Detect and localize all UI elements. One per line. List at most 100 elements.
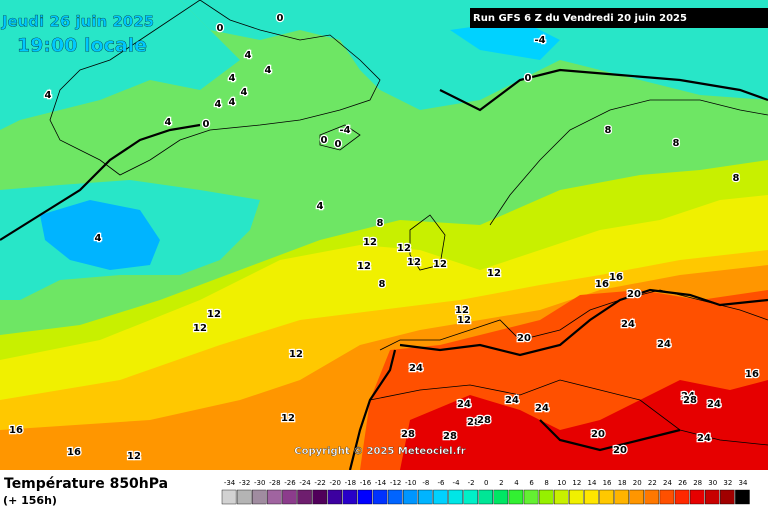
legend-swatch <box>493 489 509 505</box>
legend-label: 10 <box>557 479 566 487</box>
legend-swatch <box>327 489 343 505</box>
contour-label: 12 <box>281 413 295 424</box>
legend-label: 16 <box>603 479 612 487</box>
legend-swatch <box>403 489 418 505</box>
legend-label: -20 <box>330 479 341 487</box>
contour-label: 12 <box>397 243 411 254</box>
coastlines <box>49 0 768 446</box>
contour-label: 0 <box>277 13 284 24</box>
legend-swatch <box>644 489 660 505</box>
contour-label: 8 <box>605 125 612 136</box>
legend-swatch <box>554 489 569 505</box>
legend-swatch <box>705 489 720 505</box>
legend-label: 28 <box>693 479 702 487</box>
legend-label: -22 <box>314 479 325 487</box>
contour-label: 12 <box>363 237 377 248</box>
copyright: Copyright © 2025 Meteociel.fr <box>294 446 465 457</box>
legend-swatch <box>629 489 645 505</box>
contour-label: 12 <box>457 315 471 326</box>
legend-swatch <box>251 489 267 505</box>
contour-label: 24 <box>657 339 671 350</box>
legend-swatch <box>448 489 463 505</box>
contour-label: 20 <box>591 429 605 440</box>
run-label: Run GFS 6 Z du Vendredi 20 juin 2025 <box>473 13 687 24</box>
contour-label: 0 <box>203 119 210 130</box>
contour-label: 20 <box>627 289 641 300</box>
contour-label: 16 <box>609 272 623 283</box>
legend-label: -30 <box>254 479 265 487</box>
legend-swatch <box>720 489 735 505</box>
legend: -34 -32 -30 -28 -26 -24 -22 -20 -18 -16 -14 -12 -10-… <box>221 479 750 505</box>
legend-label: -6 <box>437 479 445 487</box>
legend-label: 20 <box>633 479 642 487</box>
contour-label: 0 <box>321 135 328 146</box>
legend-swatch <box>478 489 494 505</box>
legend-swatch <box>418 489 433 505</box>
legend-label: -10 <box>405 479 416 487</box>
contour-label: 28 <box>477 415 491 426</box>
legend-swatch <box>267 489 282 505</box>
legend-swatch <box>599 489 614 505</box>
legend-label: 22 <box>648 479 657 487</box>
legend-label: 34 <box>738 479 747 487</box>
legend-label: 8 <box>544 479 548 487</box>
legend-label: 30 <box>708 479 717 487</box>
legend-label: -12 <box>390 479 401 487</box>
contour-label: 4 <box>45 90 52 101</box>
contour-label: 4 <box>215 99 222 110</box>
legend-label: 32 <box>723 479 732 487</box>
contour-label: 12 <box>487 268 501 279</box>
footer-title: Température 850hPa <box>4 476 168 492</box>
legend-label: -18 <box>345 479 356 487</box>
contour-label: 24 <box>707 399 721 410</box>
legend-label: -32 <box>239 479 250 487</box>
footer-lead: (+ 156h) <box>3 494 57 507</box>
legend-label: -24 <box>299 479 311 487</box>
legend-label: 0 <box>484 479 488 487</box>
contour-label: 28 <box>683 395 697 406</box>
contour-label: 24 <box>457 399 471 410</box>
legend-label: 12 <box>572 479 581 487</box>
contour-label: 16 <box>67 447 81 458</box>
legend-swatch <box>538 489 554 505</box>
contour-label: 24 <box>409 363 423 374</box>
contour-label: 8 <box>379 279 386 290</box>
contour-label: 28 <box>467 417 481 428</box>
legend-swatch <box>372 489 388 505</box>
contour-label: 8 <box>733 173 740 184</box>
legend-swatch <box>221 489 237 505</box>
legend-label: 6 <box>529 479 534 487</box>
contour-label: 16 <box>595 279 609 290</box>
legend-swatch <box>674 489 690 505</box>
contour-label: 4 <box>317 201 324 212</box>
contour-label: 24 <box>621 319 635 330</box>
legend-swatch <box>312 489 327 505</box>
legend-swatch <box>614 489 629 505</box>
legend-swatch <box>523 489 539 505</box>
contour-label: 20 <box>517 333 531 344</box>
contour-label: 12 <box>357 261 371 272</box>
contour-label: 28 <box>401 429 415 440</box>
contour-label: 20 <box>613 445 627 456</box>
legend-label: 18 <box>618 479 627 487</box>
contour-label: 0 <box>525 73 532 84</box>
contour-label: 8 <box>673 138 680 149</box>
legend-swatch <box>463 489 478 505</box>
legend-swatch <box>433 489 448 505</box>
legend-label: -14 <box>375 479 387 487</box>
legend-swatch <box>584 489 599 505</box>
legend-swatch <box>735 489 750 505</box>
contour-label: 4 <box>245 50 252 61</box>
contour-label: 8 <box>377 218 384 229</box>
contour-label: 16 <box>745 369 759 380</box>
legend-label: 14 <box>587 479 596 487</box>
contour-label: 12 <box>193 323 207 334</box>
legend-label: -8 <box>422 479 429 487</box>
contour-label: 4 <box>229 73 236 84</box>
map-field <box>0 0 768 470</box>
contour-label: 16 <box>9 425 23 436</box>
contour-label: 24 <box>505 395 519 406</box>
contour-label: -4 <box>339 125 350 136</box>
legend-swatch <box>342 489 358 505</box>
